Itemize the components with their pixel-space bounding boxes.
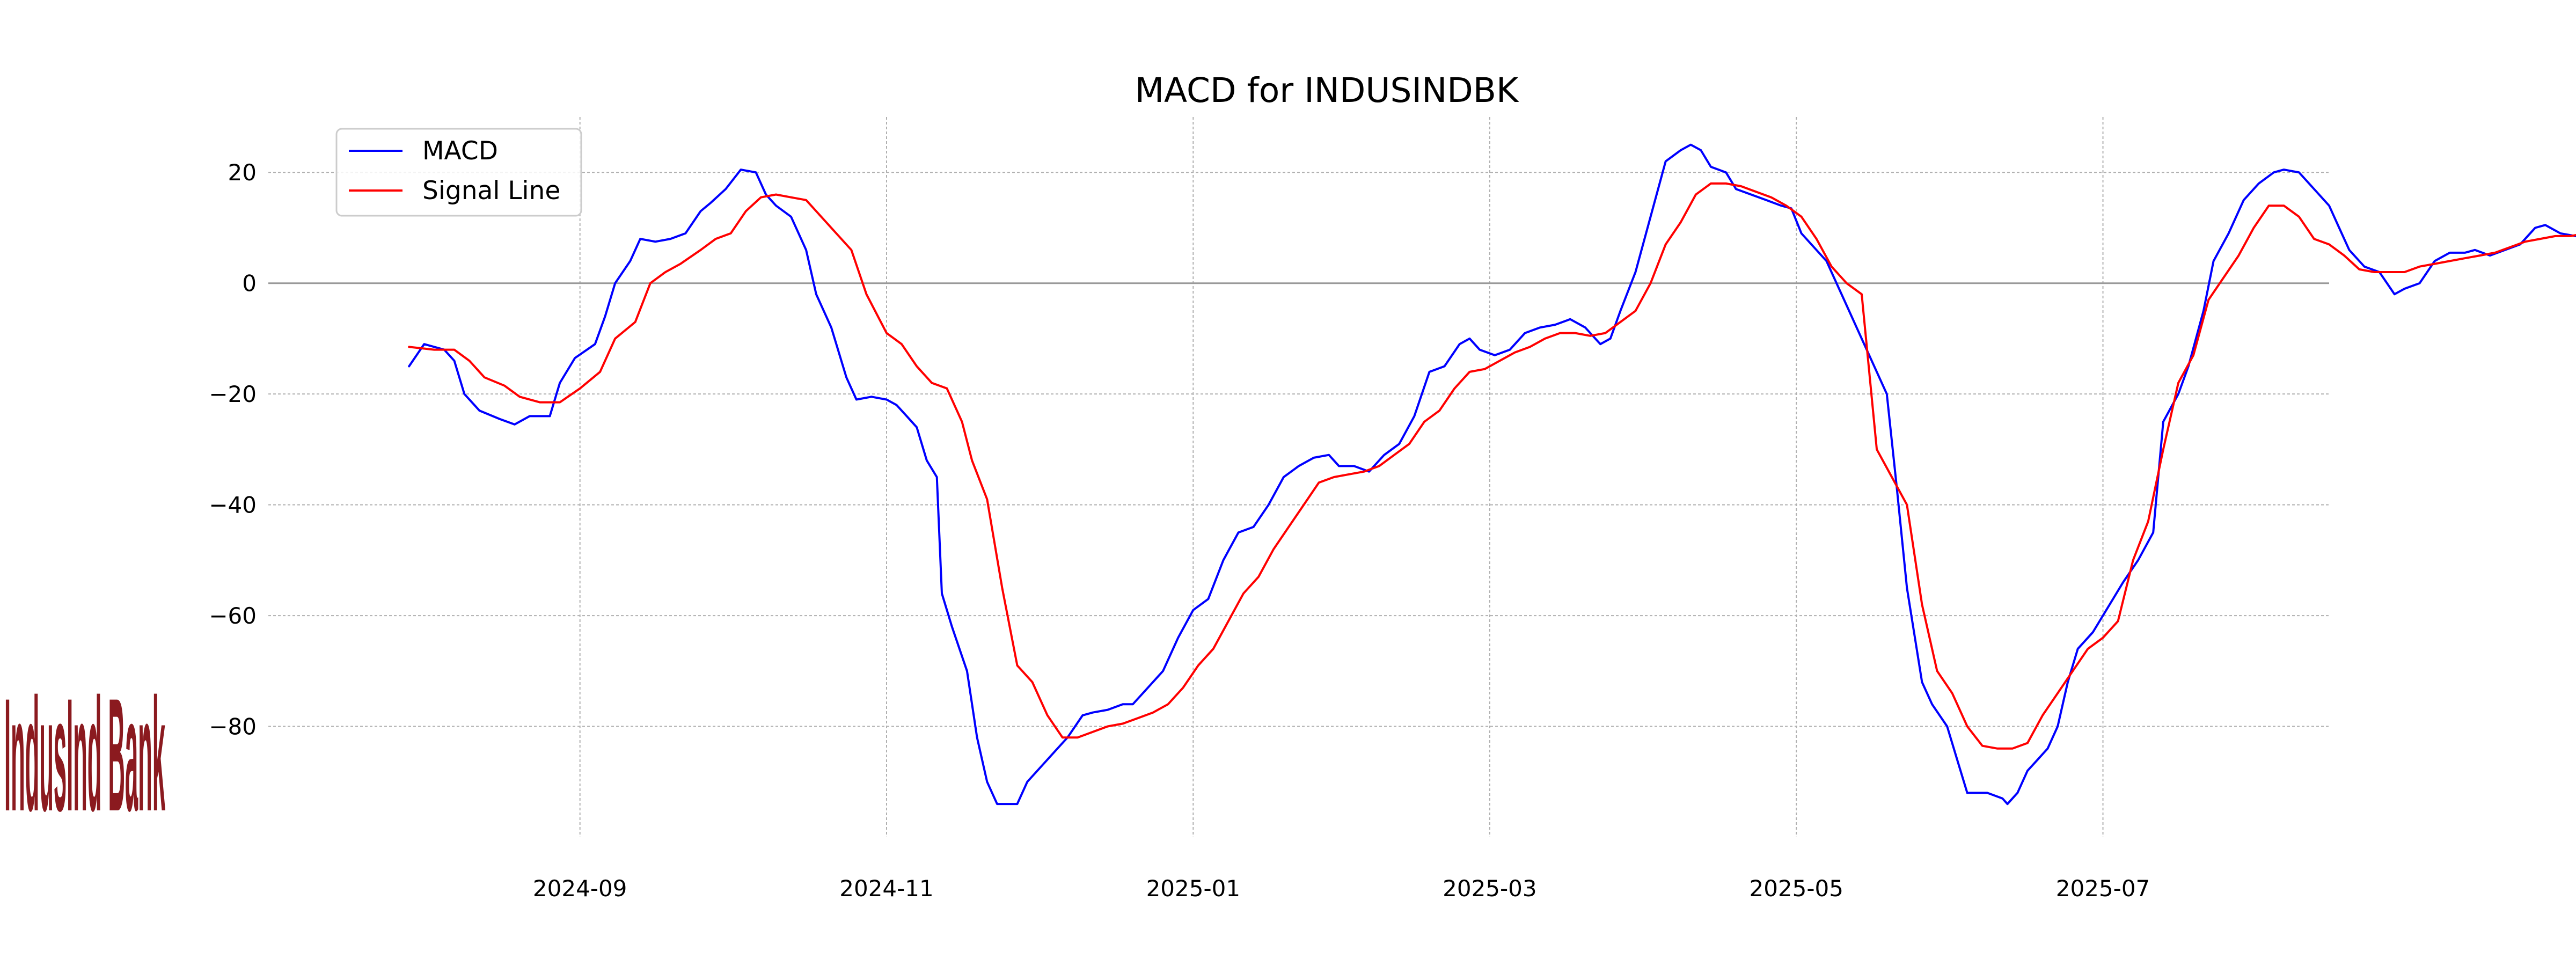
x-axis-ticks: 2024-09 2024-11 2025-01 2025-03 2025-05 2025-… (533, 875, 2150, 902)
y-tick-label: 20 (228, 159, 257, 186)
x-tick-label: 2024-09 (533, 875, 627, 902)
legend-label-signal-line: Signal Line (422, 176, 560, 206)
y-tick-label: −40 (209, 492, 257, 518)
series-line-signal-line (408, 182, 2576, 750)
x-tick-label: 2024-11 (839, 875, 934, 902)
x-tick-label: 2025-05 (1749, 875, 1843, 902)
legend: MACD Signal Line (335, 128, 582, 217)
series-lines (408, 143, 2576, 806)
x-tick-label: 2025-03 (1443, 875, 1537, 902)
series-line-macd (408, 143, 2576, 806)
y-tick-label: −60 (209, 603, 257, 629)
legend-label-macd: MACD (422, 136, 498, 166)
logo-wordmark: IndusInd Bank (4, 664, 165, 845)
y-tick-label: 0 (242, 270, 257, 297)
x-tick-label: 2025-01 (1146, 875, 1241, 902)
y-tick-label: −80 (209, 714, 257, 740)
indusind-bank-logo: IndusInd Bank (4, 664, 165, 845)
y-tick-label: −20 (209, 381, 257, 407)
x-tick-label: 2025-07 (2056, 875, 2150, 902)
y-axis-ticks: 20 0 −20 −40 −60 −80 (209, 159, 257, 740)
chart-title: MACD for INDUSINDBK (1135, 71, 1519, 110)
